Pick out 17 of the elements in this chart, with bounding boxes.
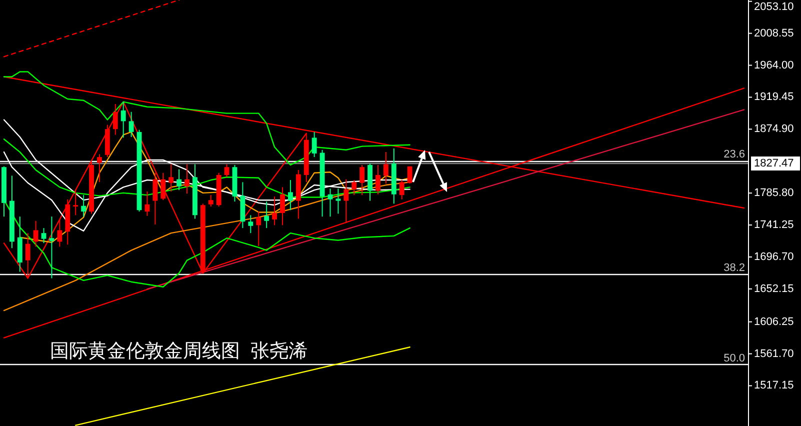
y-tick-label: 1741.25	[754, 219, 794, 232]
y-tick-label: 1874.90	[754, 123, 794, 136]
y-tick-label: 1517.15	[754, 380, 794, 392]
ref-line-label: 1827.47	[754, 158, 794, 170]
y-tick-label: 1561.70	[754, 348, 794, 360]
y-tick-label: 2008.55	[754, 27, 794, 40]
y-tick-label: 1919.45	[754, 91, 794, 104]
y-tick-label: 1652.15	[754, 282, 794, 295]
annotation: 38.2	[724, 262, 745, 274]
y-tick-label: 1696.70	[754, 250, 794, 263]
y-tick-label: 1964.00	[754, 59, 794, 72]
text: 国际黄金伦敦金周线图 张尧浠	[50, 341, 308, 362]
annotation: 23.6	[724, 148, 745, 161]
y-tick-label: 1606.25	[754, 316, 794, 328]
y-tick-label: 2053.10	[754, 1, 794, 13]
annotation: 50.0	[724, 352, 745, 364]
y-tick-label: 1785.80	[754, 187, 794, 200]
